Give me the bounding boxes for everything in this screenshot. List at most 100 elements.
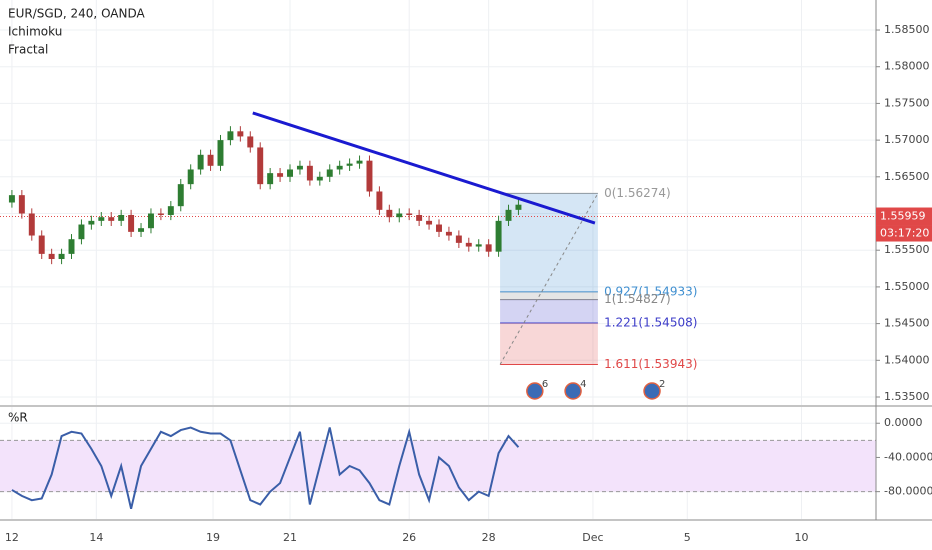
candle-body	[455, 235, 462, 243]
event-icon	[643, 382, 661, 400]
candle-body	[58, 253, 65, 260]
countdown-box	[876, 225, 932, 242]
candle-body	[485, 244, 492, 252]
candle-body	[316, 176, 323, 181]
y-tick-label: 1.53500	[884, 390, 930, 403]
fib-label: 0(1.56274)	[604, 186, 671, 200]
candle-body	[68, 239, 75, 254]
candle-body	[416, 214, 423, 221]
y-tick-label: 1.54000	[884, 353, 930, 366]
candle-body	[38, 235, 45, 254]
candle-body	[287, 169, 293, 177]
candle-body	[187, 169, 194, 185]
line-series	[11, 426, 520, 509]
chart-title: EUR/SGD, 240, OANDA	[8, 7, 146, 21]
candle-body	[128, 214, 135, 232]
y-tick-label: 1.58500	[884, 23, 930, 36]
candle-body	[88, 220, 95, 225]
candle-body	[336, 165, 343, 170]
candle-body	[98, 217, 105, 221]
x-tick-label: Dec	[582, 531, 603, 544]
candle-body	[346, 163, 353, 166]
candle-body	[18, 195, 25, 214]
y-tick-label: 0.0000	[884, 416, 923, 429]
x-tick-label: 5	[684, 531, 691, 544]
candle-body	[227, 131, 234, 141]
x-tick-label: 19	[206, 531, 220, 544]
y-tick-label: -80.0000	[884, 485, 932, 498]
y-tick-label: 1.56500	[884, 170, 930, 183]
candle-body	[267, 173, 274, 185]
fib-label: 0.927(1.54933)	[604, 284, 697, 298]
event-icon	[526, 382, 544, 400]
y-tick-label: 1.57000	[884, 133, 930, 146]
candle-body	[108, 217, 115, 221]
candle-body	[277, 173, 284, 177]
candle-body	[396, 213, 403, 218]
candle-body	[8, 195, 15, 203]
candle-body	[436, 224, 442, 232]
fib-label: 1.611(1.53943)	[604, 357, 697, 371]
candle-body	[445, 231, 452, 236]
candle-body	[326, 169, 333, 177]
last-price-label: 1.55959	[880, 210, 926, 223]
countdown: 03:17:20	[880, 227, 929, 240]
fib-zone	[500, 323, 598, 365]
candle-body	[48, 253, 55, 260]
x-tick-label: 28	[482, 531, 496, 544]
candle-body	[376, 191, 383, 210]
candle-body	[296, 165, 303, 170]
x-tick-label: 12	[5, 531, 19, 544]
indicator-label: Ichimoku	[8, 25, 62, 39]
candle-body	[147, 213, 154, 229]
event-count: 4	[580, 379, 586, 390]
candle-body	[495, 220, 502, 252]
candle-body	[217, 140, 224, 166]
y-tick-label: 1.58000	[884, 60, 930, 73]
y-tick-label: 1.55000	[884, 280, 930, 293]
y-tick-label: -40.0000	[884, 450, 932, 463]
event-count: 2	[659, 379, 665, 390]
candle-body	[177, 184, 184, 207]
candle-body	[28, 213, 35, 236]
candle-body	[78, 224, 85, 240]
plot: 0(1.56274) 0.927(1.54933)1(1.54827) 1.221(…	[0, 0, 876, 519]
candle-body	[207, 154, 214, 166]
y-tick-label: 1.54500	[884, 317, 930, 330]
last-price-box	[876, 207, 932, 226]
x-tick-label: 14	[89, 531, 103, 544]
event-count: 6	[542, 379, 548, 390]
candle-body	[157, 213, 164, 215]
candle-body	[386, 209, 393, 218]
candle-body	[257, 147, 264, 185]
x-tick-label: 26	[402, 531, 416, 544]
fib-label: 1(1.54827)	[604, 292, 671, 306]
candle-body	[247, 136, 254, 148]
y-tick-label: 1.57500	[884, 96, 930, 109]
candle-body	[237, 131, 244, 137]
candle-body	[306, 165, 313, 181]
indicator-label: Fractal	[8, 43, 48, 57]
candle-body	[426, 220, 433, 225]
candle-body	[197, 154, 204, 170]
candle-body	[356, 160, 363, 164]
trendline	[252, 111, 596, 225]
candle-body	[475, 244, 482, 247]
y-tick-label: 1.55500	[884, 243, 930, 256]
candle-body	[406, 213, 413, 215]
fib-label: 1.221(1.54508)	[604, 316, 697, 330]
candle-body	[505, 209, 512, 221]
candle-body	[138, 228, 145, 232]
candle-body	[167, 206, 174, 215]
candle-body	[366, 160, 373, 192]
candle-body	[465, 242, 472, 247]
candle-body	[515, 204, 522, 210]
x-tick-label: 10	[795, 531, 809, 544]
fib-zone	[500, 291, 598, 300]
fib-zone	[500, 299, 598, 324]
x-tick-label: 21	[283, 531, 297, 544]
candle-body	[118, 214, 125, 221]
fib-trend	[499, 193, 599, 365]
pane-title: %R	[8, 411, 28, 425]
